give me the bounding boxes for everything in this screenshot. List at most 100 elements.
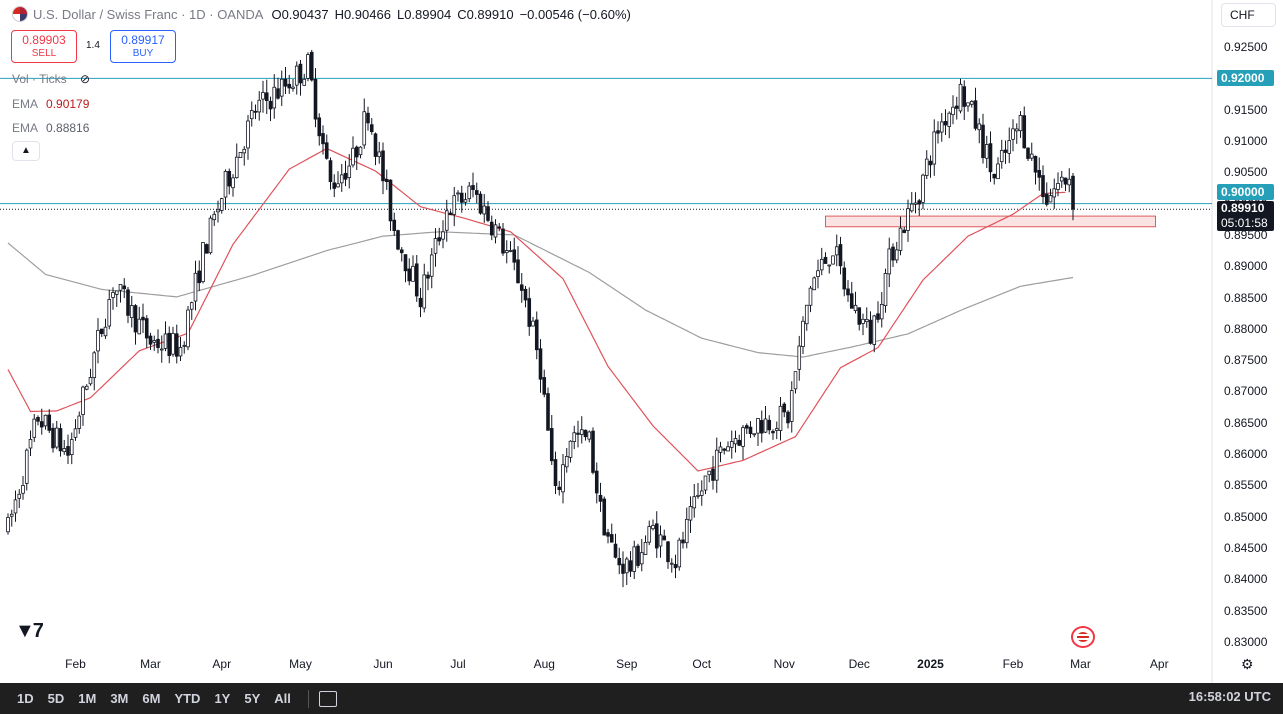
candle <box>1011 119 1015 152</box>
buy-button[interactable]: 0.89917 BUY <box>110 30 176 63</box>
support-zone[interactable] <box>825 215 1156 228</box>
candle <box>594 462 599 504</box>
candle <box>118 283 123 303</box>
candle <box>174 324 179 364</box>
candle <box>951 95 955 125</box>
candle <box>628 551 633 578</box>
candle <box>186 306 190 351</box>
candle <box>1041 165 1045 204</box>
range-button-5y[interactable]: 5Y <box>244 691 261 706</box>
candle <box>478 191 483 215</box>
candle <box>208 215 213 255</box>
candle <box>1071 172 1075 221</box>
candle <box>343 160 348 187</box>
candle <box>92 350 97 391</box>
candle <box>681 531 685 549</box>
candle <box>782 402 787 418</box>
ema50-label: EMA <box>12 97 39 111</box>
candle <box>47 409 52 434</box>
candle <box>306 52 310 82</box>
candle <box>898 216 903 256</box>
tradingview-logo-icon[interactable]: ▼7 <box>15 620 44 642</box>
candle <box>606 528 610 544</box>
candles-layer <box>6 49 1075 588</box>
symbol-title[interactable]: U.S. Dollar / Swiss Franc · 1D · OANDA <box>33 6 264 22</box>
price-axis-tick: 0.88000 <box>1224 321 1268 336</box>
candle <box>984 135 989 169</box>
candle <box>482 194 487 223</box>
price-axis-tick: 0.92500 <box>1224 40 1268 54</box>
candle <box>853 291 858 314</box>
range-button-all[interactable]: All <box>274 691 291 706</box>
volume-indicator-legend[interactable]: Vol · Ticks ⊘ <box>12 72 90 86</box>
close-value: 0.89910 <box>466 6 514 22</box>
currency-selector[interactable]: CHF <box>1221 3 1276 27</box>
candle <box>81 385 85 426</box>
candle <box>141 303 145 334</box>
price-axis-tick: 0.86000 <box>1224 447 1268 462</box>
candle <box>988 131 993 182</box>
candle <box>954 96 959 120</box>
range-button-5d[interactable]: 5D <box>47 691 65 706</box>
candle <box>392 212 397 236</box>
time-axis-tick: Sep <box>616 657 638 671</box>
range-button-6m[interactable]: 6M <box>142 691 161 706</box>
candle <box>73 419 78 441</box>
candle <box>722 447 727 455</box>
time-axis-tick: Aug <box>533 657 555 671</box>
range-button-3m[interactable]: 3M <box>110 691 129 706</box>
candle <box>534 311 539 360</box>
candle <box>351 136 355 168</box>
candle <box>96 318 100 364</box>
candle <box>111 287 115 310</box>
candle <box>834 234 839 267</box>
price-chart[interactable] <box>0 0 1283 683</box>
ema50-legend[interactable]: EMA 0.90179 <box>12 97 89 111</box>
candle <box>891 243 895 267</box>
candle <box>729 430 734 459</box>
ema200-legend[interactable]: EMA 0.88816 <box>12 121 89 135</box>
open-value: 0.90437 <box>281 6 329 22</box>
range-button-1y[interactable]: 1Y <box>214 691 231 706</box>
utc-clock[interactable]: 16:58:02 UTC <box>1188 689 1271 704</box>
time-axis-tick: Feb <box>1002 657 1024 671</box>
candle <box>654 511 659 558</box>
ema50-value: 0.90179 <box>46 97 90 111</box>
candle <box>846 280 850 302</box>
candle <box>171 326 175 357</box>
candle <box>831 255 835 265</box>
calendar-icon[interactable] <box>318 690 337 707</box>
candle <box>324 134 329 160</box>
candle <box>317 113 322 146</box>
candle <box>414 255 419 302</box>
candle <box>6 513 10 535</box>
price-axis-tick: 0.85000 <box>1224 509 1268 524</box>
candle <box>651 519 655 531</box>
hidden-eye-icon[interactable]: ⊘ <box>80 72 91 86</box>
candle <box>1056 172 1060 197</box>
candle <box>452 187 457 227</box>
settings-gear-icon[interactable]: ⚙ <box>1241 656 1254 672</box>
candle <box>189 301 194 320</box>
candle <box>771 429 775 440</box>
economic-event-icon[interactable] <box>1071 626 1095 648</box>
candle <box>407 258 412 286</box>
collapse-legend-button[interactable]: ▲ <box>12 141 40 161</box>
candle <box>958 78 963 114</box>
time-axis-tick: Oct <box>692 657 712 671</box>
candle <box>193 260 198 311</box>
candle <box>1007 127 1012 164</box>
candle <box>767 415 772 435</box>
range-button-1m[interactable]: 1M <box>78 691 97 706</box>
range-button-1d[interactable]: 1D <box>17 691 34 706</box>
ema200-line[interactable] <box>7 231 1074 358</box>
ema50-line[interactable] <box>7 147 1066 472</box>
candle <box>666 541 670 569</box>
candle <box>456 190 460 202</box>
candle <box>763 406 768 433</box>
time-axis-tick: Mar <box>1070 657 1091 671</box>
price-axis-tick: 0.85500 <box>1224 478 1268 493</box>
range-button-ytd[interactable]: YTD <box>174 691 201 706</box>
price-axis-tick: 0.88500 <box>1224 290 1268 305</box>
sell-button[interactable]: 0.89903 SELL <box>11 30 77 63</box>
